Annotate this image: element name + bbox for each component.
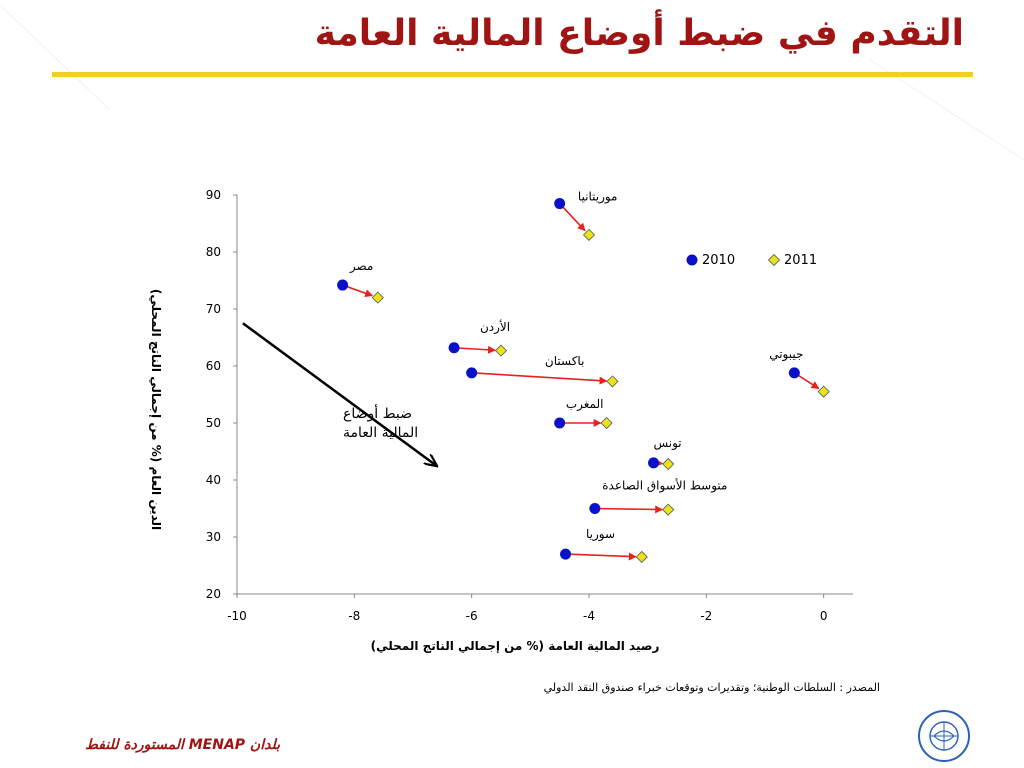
y-tick-label: 40 <box>206 473 221 487</box>
legend-label-2011: 2011 <box>784 253 817 268</box>
change-arrow <box>565 552 637 561</box>
y-tick-label: 50 <box>206 416 221 430</box>
country-label: باكستان <box>545 354 585 368</box>
x-tick-label: -6 <box>466 609 478 623</box>
source-note: المصدر : السلطات الوطنية؛ وتقديرات وتوقع… <box>543 681 880 694</box>
y-tick-label: 70 <box>206 302 221 316</box>
x-axis-title: رصيد المالية العامة (% من إجمالي الناتج … <box>371 639 660 653</box>
point-2010 <box>788 367 800 379</box>
y-tick-label: 30 <box>206 530 221 544</box>
country-label: سوريا <box>586 527 615 542</box>
country-label: متوسط الأسواق الصاعدة <box>602 478 727 494</box>
title-rule <box>52 72 973 77</box>
country-label: جيبوتي <box>769 347 803 362</box>
consolidation-label: المالية العامة <box>343 425 418 441</box>
country-label: مصر <box>349 259 373 274</box>
x-tick-label: -8 <box>348 609 360 623</box>
point-2010 <box>648 457 660 469</box>
slide-title: التقدم في ضبط أوضاع المالية العامة <box>314 13 964 54</box>
y-tick-label: 80 <box>206 245 221 259</box>
point-2010 <box>448 342 460 354</box>
point-2011 <box>662 503 675 516</box>
country-label: الأردن <box>480 319 510 335</box>
footer-text: بلدان MENAP المستوردة للنفط <box>84 737 280 753</box>
point-2010 <box>589 503 601 514</box>
x-tick-label: -10 <box>227 609 247 623</box>
change-arrow <box>559 203 586 232</box>
x-tick-label: -2 <box>700 609 712 623</box>
y-axis-title: الدين العام (% من إجمالي الناتج المحلي) <box>148 289 163 530</box>
y-tick-label: 90 <box>206 188 221 202</box>
point-2010 <box>466 367 478 379</box>
legend-marker-2011 <box>767 253 781 267</box>
consolidation-arrow <box>242 322 437 466</box>
point-2011 <box>582 228 596 241</box>
legend-label-2010: 2010 <box>702 253 735 268</box>
point-2010 <box>554 198 566 210</box>
y-tick-label: 20 <box>206 587 221 601</box>
change-arrow <box>471 372 608 385</box>
point-2011 <box>494 344 508 357</box>
point-2011 <box>371 291 384 304</box>
country-label: موريتانيا <box>578 190 618 205</box>
point-2010 <box>554 417 566 429</box>
x-tick-label: -4 <box>583 609 595 623</box>
point-2011 <box>635 550 648 564</box>
change-arrow <box>594 505 664 514</box>
point-2011 <box>817 385 830 398</box>
y-tick-label: 60 <box>206 359 221 373</box>
point-2010 <box>337 279 349 291</box>
x-tick-label: 0 <box>820 609 828 623</box>
point-2011 <box>600 416 613 430</box>
legend-marker-2010 <box>686 254 698 266</box>
consolidation-label: ضبط أوضاع <box>343 404 412 422</box>
point-2011 <box>606 375 619 388</box>
country-label: تونس <box>653 436 681 451</box>
point-2011 <box>662 457 675 471</box>
imf-seal-icon <box>918 710 970 762</box>
change-arrow <box>454 345 497 354</box>
country-label: المغرب <box>566 397 604 412</box>
point-2010 <box>560 548 572 560</box>
